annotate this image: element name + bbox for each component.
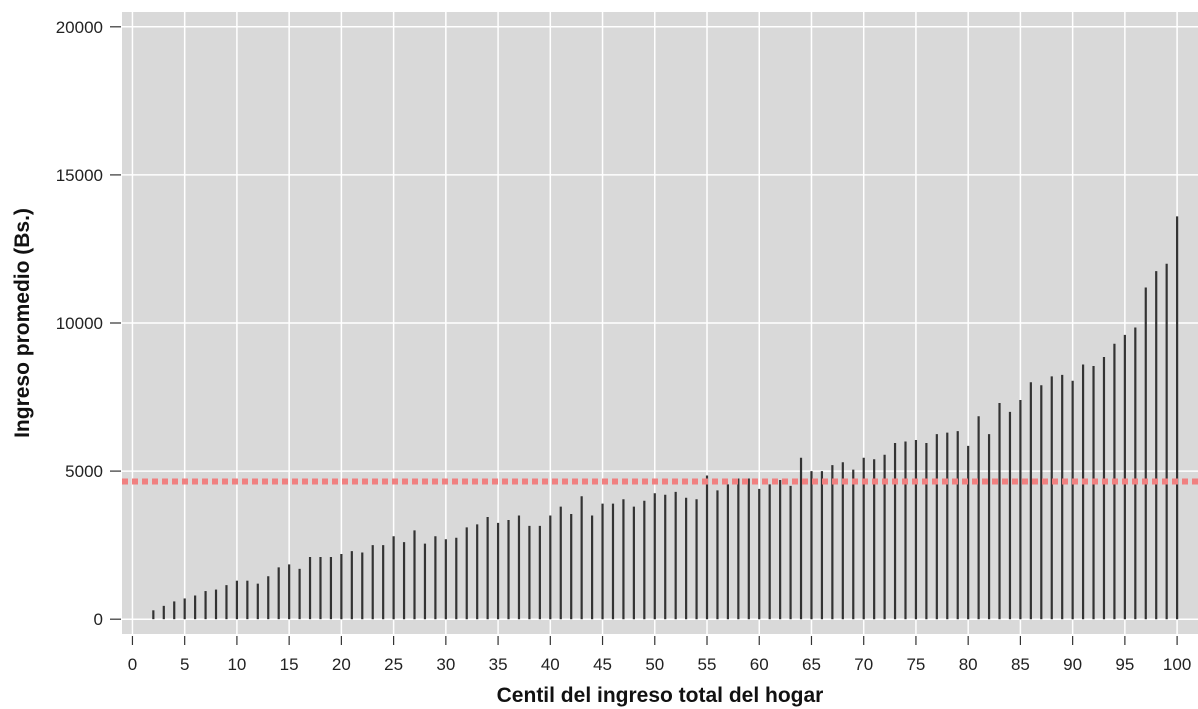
- x-tick-label: 65: [802, 655, 821, 674]
- y-axis: 0 5000 10000 15000 20000: [56, 18, 121, 629]
- y-tick-label: 10000: [56, 314, 103, 333]
- x-tick-label: 45: [593, 655, 612, 674]
- y-tick-label: 20000: [56, 18, 103, 37]
- x-tick-label: 15: [280, 655, 299, 674]
- x-tick-label: 80: [959, 655, 978, 674]
- x-tick-label: 40: [541, 655, 560, 674]
- x-tick-label: 20: [332, 655, 351, 674]
- x-tick-label: 70: [854, 655, 873, 674]
- x-tick-label: 90: [1063, 655, 1082, 674]
- x-tick-label: 50: [645, 655, 664, 674]
- x-tick-label: 25: [384, 655, 403, 674]
- x-axis-title: Centil del ingreso total del hogar: [497, 684, 824, 707]
- y-axis-title: Ingreso promedio (Bs.): [11, 208, 34, 438]
- x-axis: 0 5 10 15 20 25 30 35 40 45 50 55 60 65 70 75 80 85 90 95 10…: [128, 636, 1191, 674]
- bars: [152, 216, 1179, 620]
- x-tick-label: 60: [750, 655, 769, 674]
- x-tick-label: 100: [1163, 655, 1191, 674]
- x-tick-label: 10: [227, 655, 246, 674]
- x-tick-label: 75: [906, 655, 925, 674]
- y-tick-label: 15000: [56, 166, 103, 185]
- x-tick-label: 30: [436, 655, 455, 674]
- x-tick-label: 0: [128, 655, 137, 674]
- x-tick-label: 95: [1115, 655, 1134, 674]
- y-tick-label: 0: [94, 610, 103, 629]
- x-tick-label: 5: [180, 655, 189, 674]
- x-tick-label: 85: [1011, 655, 1030, 674]
- x-tick-label: 35: [489, 655, 508, 674]
- x-tick-label: 55: [698, 655, 717, 674]
- y-tick-label: 5000: [65, 462, 103, 481]
